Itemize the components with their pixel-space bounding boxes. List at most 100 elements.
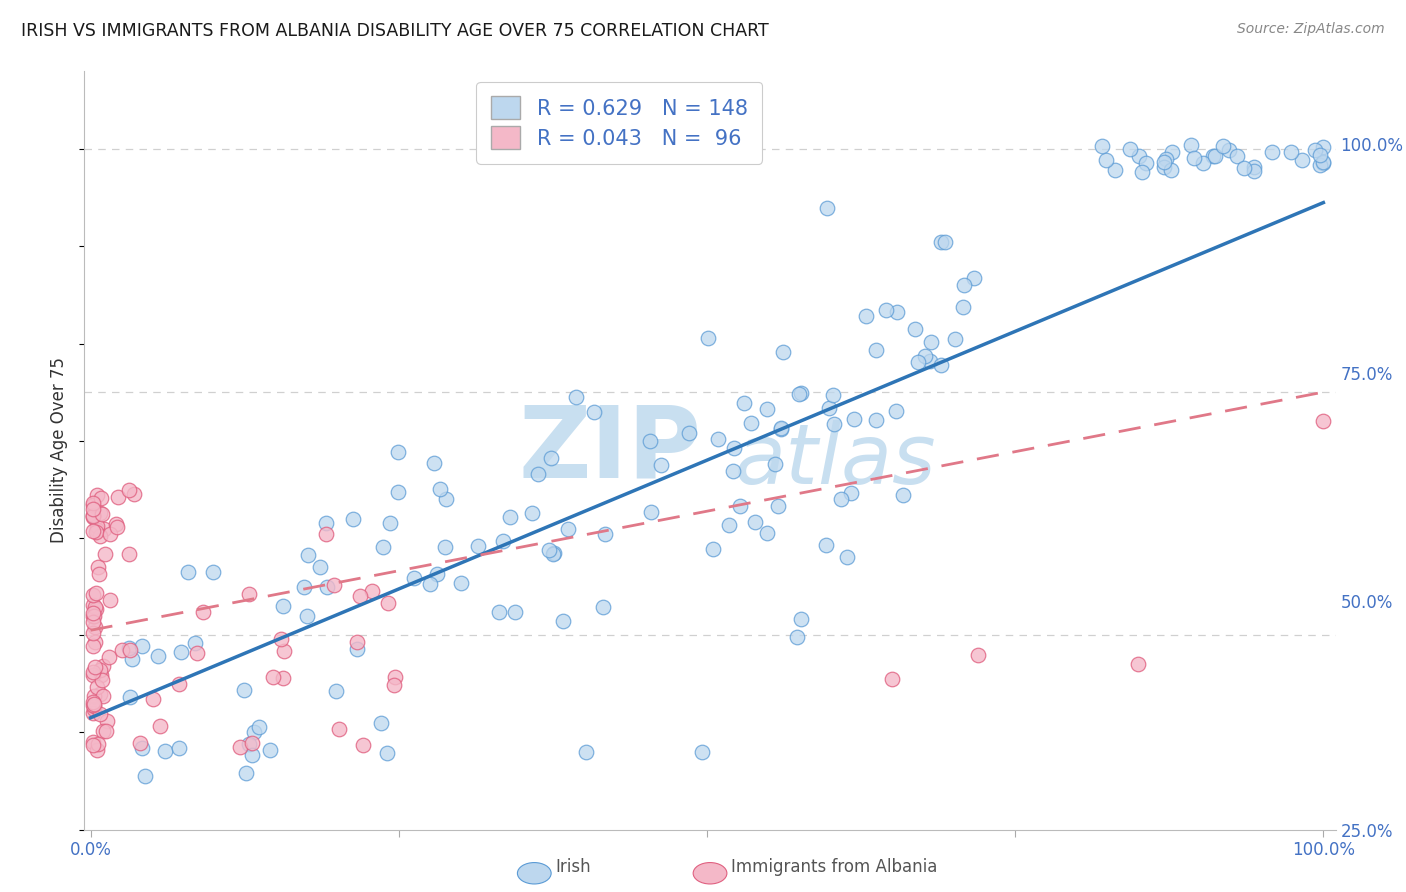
Point [540,451,562,466]
Point [1095,153,1118,167]
Point [167,677,190,691]
Text: atlas: atlas [734,420,936,500]
Point [142,692,165,706]
Point [273,644,295,658]
Point [920,334,942,349]
Point [240,736,263,750]
Point [527,467,550,482]
Point [82,499,104,513]
Point [835,550,858,565]
Point [86,681,108,695]
Point [914,349,936,363]
Point [929,235,952,249]
Point [1243,160,1265,174]
Point [83,690,105,704]
Point [1309,147,1331,161]
Point [1160,163,1182,178]
Point [744,515,766,529]
Point [153,744,176,758]
Point [582,405,605,419]
Point [86,742,108,756]
Point [1212,138,1234,153]
Point [1153,155,1175,169]
Point [1180,137,1202,152]
Point [377,596,399,610]
Point [967,648,990,662]
Point [755,526,778,541]
Point [450,575,472,590]
Point [346,642,368,657]
Text: Irish: Irish [555,858,591,876]
Point [387,485,409,500]
Point [522,506,544,520]
Point [766,499,789,513]
Point [82,509,104,524]
Point [242,748,264,763]
Point [83,702,105,716]
Point [721,464,744,478]
Point [84,634,107,648]
Point [772,345,794,359]
Point [93,522,115,536]
Point [82,615,104,630]
Point [118,547,141,561]
Point [769,422,792,436]
Point [87,737,110,751]
Point [963,270,986,285]
Point [823,388,845,402]
Point [638,434,661,449]
Point [89,707,111,722]
Point [503,605,526,619]
Point [1261,145,1284,159]
Point [697,331,720,345]
Point [707,432,730,446]
Point [238,737,260,751]
Point [235,765,257,780]
Point [371,540,394,554]
Point [1243,164,1265,178]
Point [692,745,714,759]
Point [94,547,117,561]
Point [1312,156,1334,170]
Point [640,505,662,519]
Point [378,516,401,531]
Point [1156,152,1178,166]
Point [1312,154,1334,169]
Point [322,577,344,591]
Point [814,538,837,552]
Point [82,496,104,510]
Point [89,664,111,678]
Point [83,699,105,714]
Point [98,649,121,664]
Text: Source: ZipAtlas.com: Source: ZipAtlas.com [1237,22,1385,37]
Point [904,321,927,335]
Point [543,546,565,560]
Point [131,639,153,653]
Point [1303,143,1326,157]
Point [84,585,107,599]
Point [387,444,409,458]
Point [818,401,841,416]
Point [91,659,114,673]
Point [111,643,134,657]
Point [740,416,762,430]
Point [1119,142,1142,156]
Point [271,672,294,686]
Point [129,736,152,750]
Point [842,411,865,425]
Point [423,456,446,470]
Point [541,547,564,561]
Point [105,520,128,534]
Point [201,565,224,579]
Point [229,740,252,755]
Point [790,385,813,400]
Point [89,529,111,543]
Point [309,559,332,574]
Point [538,543,561,558]
Point [148,648,170,663]
Point [1091,139,1114,153]
Point [82,695,104,709]
Point [557,522,579,536]
Point [1191,156,1213,170]
Point [1130,165,1153,179]
